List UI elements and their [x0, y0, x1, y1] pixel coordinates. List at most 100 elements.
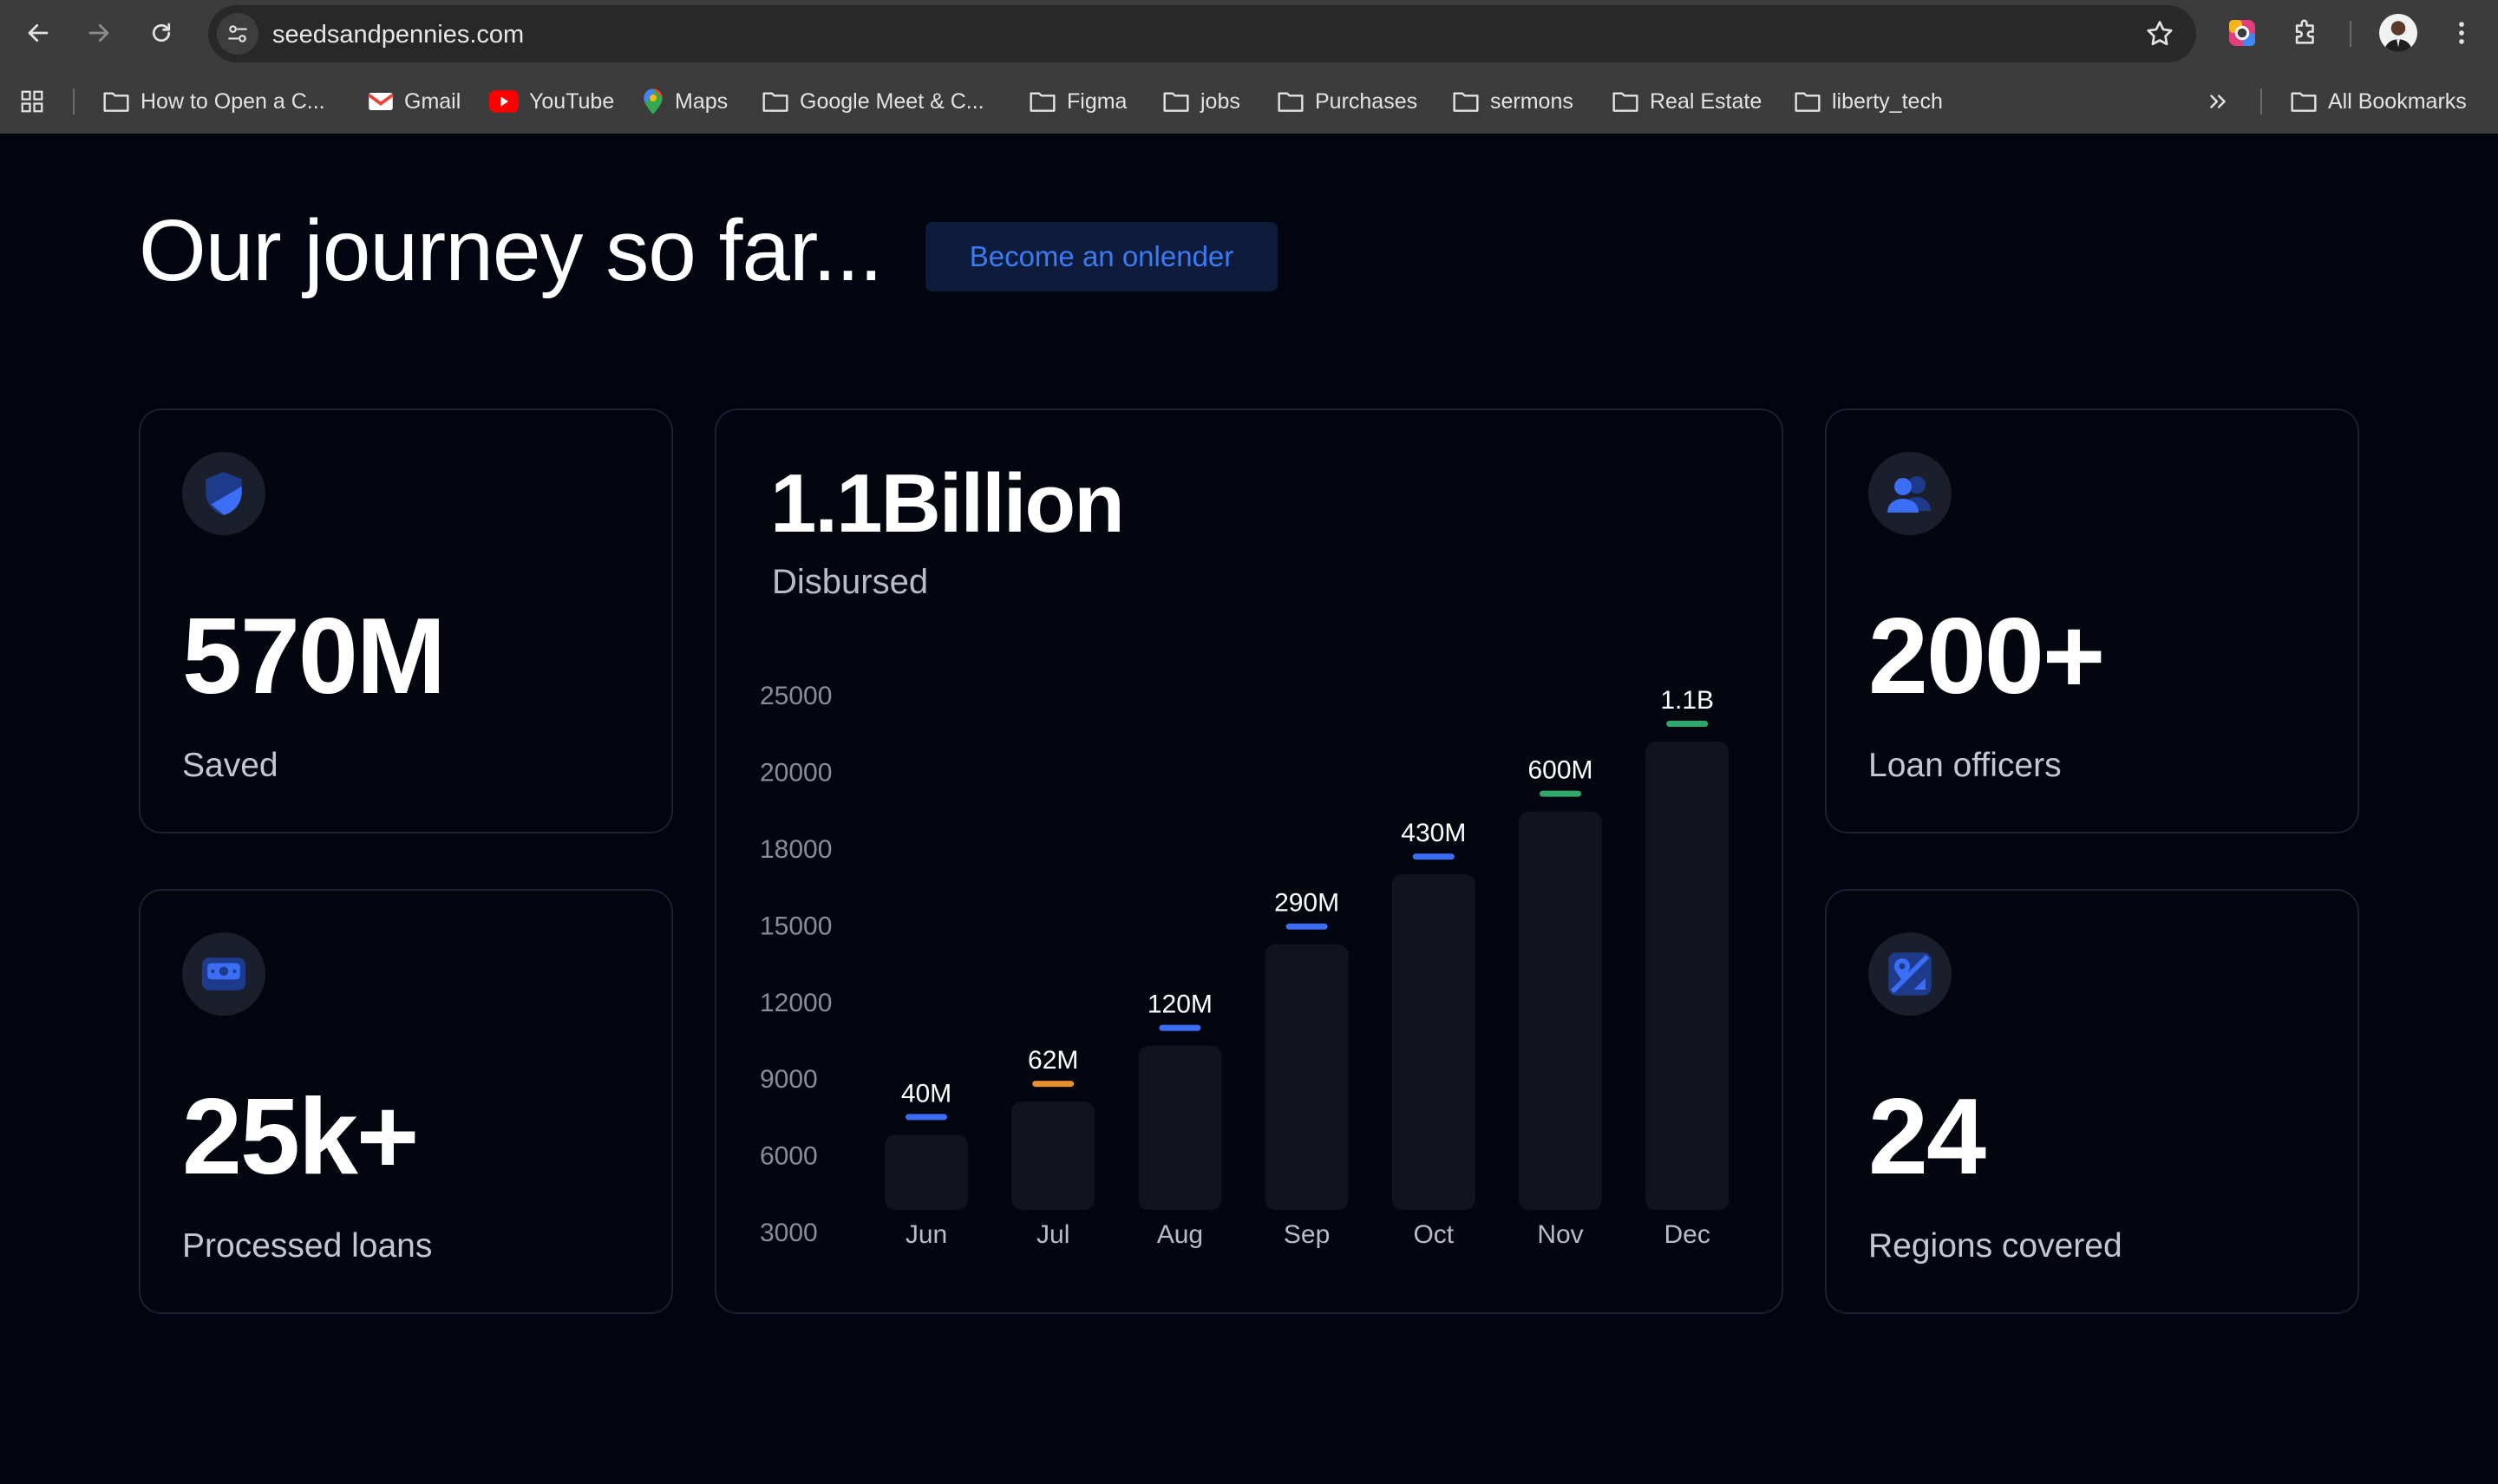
extension-color-icon[interactable]	[2225, 16, 2259, 50]
stat-label: Regions covered	[1868, 1227, 2122, 1265]
shield-icon	[182, 452, 265, 535]
profile-avatar[interactable]	[2379, 14, 2417, 52]
bookmark-label: Real Estate	[1650, 88, 1762, 114]
bookmark-label: Maps	[675, 88, 729, 114]
y-tick-label: 6000	[760, 1142, 818, 1171]
stat-value: 24	[1868, 1077, 1986, 1197]
stat-card-processed-loans: 25k+ Processed loans	[139, 889, 673, 1314]
y-tick-label: 18000	[760, 835, 832, 864]
chevron-double-right-icon	[2210, 95, 2226, 108]
address-bar[interactable]: seedsandpennies.com	[208, 5, 2196, 62]
stat-card-regions: 24 Regions covered	[1825, 889, 2359, 1314]
disbursed-value: 1.1Billion	[770, 457, 1125, 550]
reload-button[interactable]	[146, 17, 177, 49]
browser-chrome: seedsandpennies.com How to Open a C... G…	[0, 0, 2498, 134]
folder-icon	[1030, 92, 1056, 112]
folder-icon	[1453, 92, 1479, 112]
stat-label: Saved	[182, 747, 278, 784]
y-tick-label: 3000	[760, 1219, 818, 1247]
more-bookmarks-button[interactable]	[2207, 82, 2229, 121]
bookmark-label: YouTube	[529, 88, 615, 114]
folder-icon	[2291, 92, 2317, 112]
stat-value: 25k+	[182, 1077, 419, 1197]
stat-value: 200+	[1868, 597, 2105, 716]
y-tick-label: 25000	[760, 682, 832, 710]
chart-bar	[1138, 1045, 1222, 1210]
maps-icon	[644, 88, 663, 114]
bar-indicator	[1540, 790, 1581, 797]
bookmark-item[interactable]: Gmail	[368, 82, 461, 121]
bar-data-label: 1.1B	[1660, 686, 1714, 715]
bookmark-item[interactable]: jobs	[1162, 82, 1240, 121]
bookmark-label: How to Open a C...	[141, 88, 325, 114]
bookmark-item[interactable]: How to Open a C...	[102, 82, 325, 121]
x-category-label: Dec	[1664, 1220, 1710, 1249]
users-icon	[1868, 452, 1952, 535]
site-info-button[interactable]	[217, 13, 258, 55]
bar-data-label: 120M	[1148, 990, 1213, 1019]
bookmarks-bar: How to Open a C... Gmail YouTube Maps Go…	[0, 82, 2498, 121]
disbursed-bar-chart: 3000 6000 9000 12000 15000 18000 20000 25000 40M…	[760, 682, 1730, 1249]
bar-data-label: 290M	[1274, 889, 1339, 918]
bar-data-label: 430M	[1401, 819, 1466, 847]
bookmark-item[interactable]: liberty_tech	[1794, 82, 1943, 121]
folder-icon	[103, 92, 129, 112]
disbursed-chart-card: 1.1Billion Disbursed 3000 6000 9000 12000 15…	[715, 409, 1783, 1314]
stat-card-saved: 570M Saved	[139, 409, 673, 834]
x-category-label: Nov	[1537, 1220, 1583, 1249]
bookmarks-divider	[73, 88, 75, 114]
back-button[interactable]	[23, 17, 54, 49]
stat-label: Processed loans	[182, 1227, 433, 1265]
disbursed-label: Disbursed	[772, 563, 929, 601]
bookmark-item[interactable]: Maps	[642, 82, 728, 121]
bar-indicator	[906, 1114, 947, 1121]
forward-button[interactable]	[83, 17, 114, 49]
bookmark-label: Figma	[1067, 88, 1128, 114]
bookmark-label: Gmail	[404, 88, 461, 114]
folder-icon	[1163, 92, 1189, 112]
bar-data-label: 62M	[1028, 1046, 1078, 1075]
apps-button[interactable]	[19, 82, 45, 121]
folder-icon	[1278, 92, 1304, 112]
y-tick-label: 15000	[760, 912, 832, 940]
chart-bar	[1011, 1102, 1095, 1210]
y-tick-label: 12000	[760, 989, 832, 1017]
folder-icon	[1795, 92, 1821, 112]
browser-menu-button[interactable]	[2444, 16, 2479, 50]
bar-indicator	[1285, 923, 1328, 930]
bar-indicator	[1159, 1024, 1201, 1031]
bookmark-star-icon[interactable]	[2144, 18, 2175, 49]
x-category-label: Jul	[1036, 1220, 1069, 1249]
bookmark-label: liberty_tech	[1832, 88, 1943, 114]
chart-bar	[1265, 944, 1349, 1210]
bookmark-item[interactable]: Purchases	[1277, 82, 1417, 121]
url-text[interactable]: seedsandpennies.com	[272, 21, 525, 49]
bookmark-item[interactable]: Google Meet & C...	[762, 82, 984, 121]
chart-bar	[1645, 742, 1730, 1210]
folder-icon	[762, 92, 788, 112]
y-tick-label: 9000	[760, 1065, 818, 1094]
x-category-label: Aug	[1157, 1220, 1203, 1249]
become-onlender-button[interactable]: Become an onlender	[925, 222, 1278, 291]
x-category-label: Jun	[906, 1220, 947, 1249]
all-bookmarks-label: All Bookmarks	[2328, 88, 2467, 114]
map-icon	[1868, 932, 1952, 1016]
bookmark-item[interactable]: Figma	[1029, 82, 1127, 121]
extensions-puzzle-icon[interactable]	[2288, 16, 2323, 50]
all-bookmarks-button[interactable]: All Bookmarks	[2290, 82, 2467, 121]
stat-card-loan-officers: 200+ Loan officers	[1825, 409, 2359, 834]
bookmark-label: sermons	[1490, 88, 1573, 114]
stat-value: 570M	[182, 597, 446, 716]
tune-icon	[228, 25, 247, 42]
bookmark-item[interactable]: Real Estate	[1612, 82, 1762, 121]
bar-data-label: 600M	[1527, 756, 1592, 785]
bar-data-label: 40M	[901, 1079, 951, 1108]
back-arrow-icon	[28, 23, 49, 42]
x-category-label: Oct	[1413, 1220, 1454, 1249]
stat-label: Loan officers	[1868, 747, 2062, 784]
bookmark-item[interactable]: sermons	[1452, 82, 1573, 121]
bookmark-label: Purchases	[1315, 88, 1418, 114]
bookmark-item[interactable]: YouTube	[489, 82, 614, 121]
reload-icon	[152, 23, 171, 42]
forward-arrow-icon	[88, 23, 109, 42]
